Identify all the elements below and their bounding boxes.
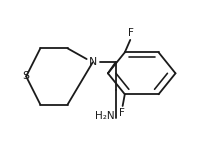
Text: S: S bbox=[23, 71, 30, 81]
Text: F: F bbox=[128, 28, 134, 38]
Text: N: N bbox=[89, 57, 97, 67]
Text: F: F bbox=[119, 108, 125, 118]
Text: H₂N: H₂N bbox=[95, 111, 114, 121]
